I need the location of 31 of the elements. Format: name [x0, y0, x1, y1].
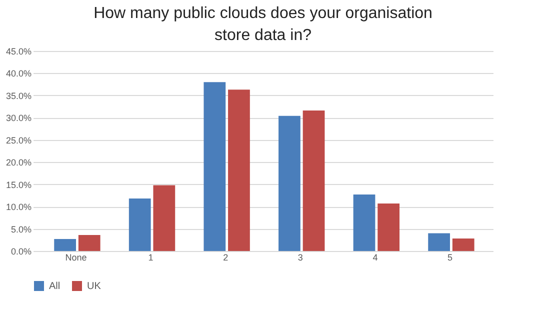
bar	[54, 239, 76, 251]
chart-title: How many public clouds does your organisation store data in?	[94, 5, 432, 44]
y-tick-label: 25.0%	[6, 135, 32, 146]
bar	[428, 233, 450, 251]
y-tick-label: 30.0%	[6, 113, 32, 124]
bar	[153, 185, 176, 251]
x-tick-label: 1	[148, 252, 154, 262]
bar	[378, 203, 400, 251]
bar	[452, 238, 474, 251]
x-tick-label: None	[65, 252, 87, 262]
y-tick-label: 0.0%	[10, 246, 32, 256]
y-tick-label: 35.0%	[6, 90, 32, 101]
x-tick-label: 2	[223, 252, 228, 262]
y-tick-label: 15.0%	[6, 180, 32, 190]
y-tick-label: 20.0%	[6, 158, 32, 168]
y-tick-label: 5.0%	[10, 224, 32, 234]
bar	[353, 194, 376, 251]
legend-label: All	[49, 281, 60, 292]
bar	[204, 82, 226, 251]
bar	[302, 110, 325, 251]
bar	[278, 116, 300, 251]
x-tick-label: 3	[298, 252, 303, 262]
bar	[78, 235, 100, 251]
bar	[128, 198, 151, 251]
legend-label: UK	[87, 281, 102, 292]
y-tick-label: 45.0%	[6, 46, 32, 56]
y-tick-label: 40.0%	[6, 68, 32, 79]
y-tick-label: 10.0%	[6, 202, 32, 212]
bar	[228, 90, 250, 251]
x-tick-label: 4	[372, 252, 378, 262]
x-tick-label: 5	[447, 252, 452, 262]
